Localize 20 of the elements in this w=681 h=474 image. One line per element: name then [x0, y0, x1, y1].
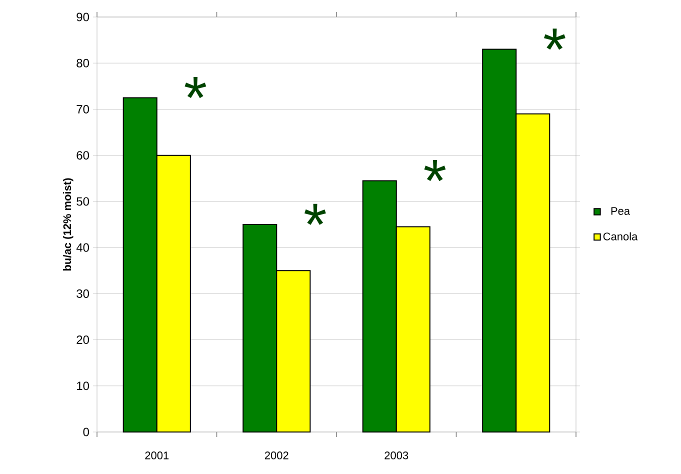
annotation: *	[304, 204, 326, 225]
y-axis-title: bu/ac (12% moist)	[63, 178, 74, 271]
legend-label: Pea	[611, 207, 630, 215]
y-tick-label: 0	[83, 428, 90, 436]
y-tick-label: 40	[76, 243, 90, 252]
y-tick-label: 80	[76, 58, 90, 68]
y-tick-label: 70	[76, 104, 90, 114]
y-tick-label: 30	[76, 289, 90, 298]
y-tick-label: 60	[76, 151, 90, 160]
x-tick-label: 2002	[264, 452, 288, 460]
y-tick-label: 20	[76, 336, 90, 344]
annotation: *	[544, 28, 566, 50]
x-tick-label: 2001	[145, 452, 169, 460]
x-tick-label: 2003	[384, 452, 408, 460]
y-tick-label: 10	[77, 382, 90, 390]
annotation: *	[184, 77, 206, 98]
annotation: *	[424, 160, 446, 182]
y-tick-label: 50	[76, 197, 90, 206]
legend-label: Canola	[603, 232, 638, 240]
y-tick-label: 90	[76, 12, 90, 22]
